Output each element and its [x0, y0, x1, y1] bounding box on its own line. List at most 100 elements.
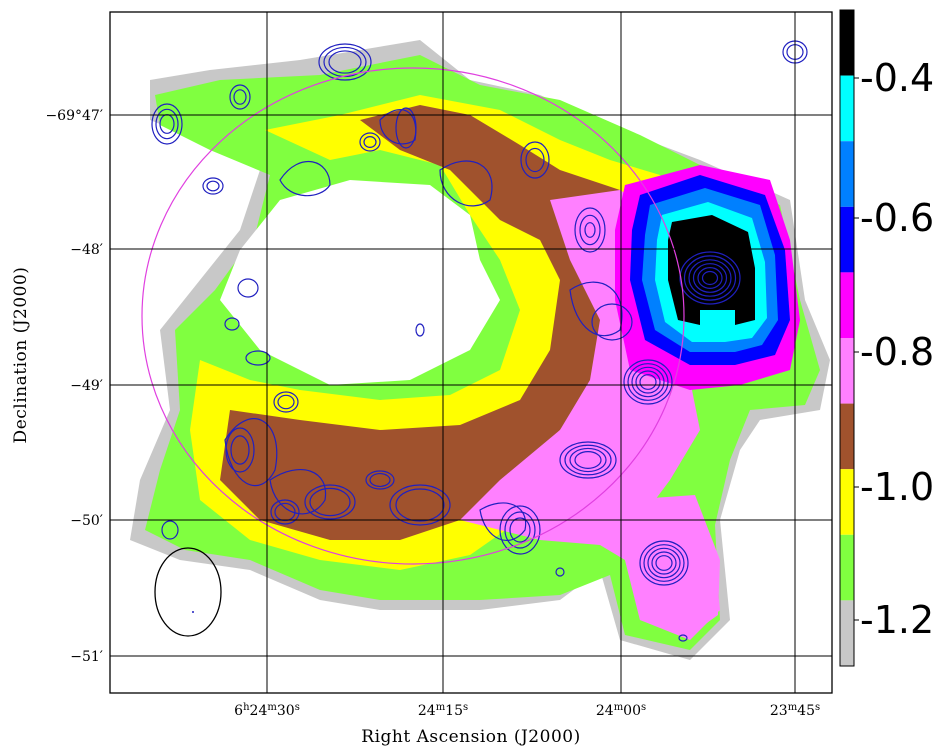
contour-ring	[635, 370, 661, 394]
contour-ring	[161, 520, 179, 540]
contour-ring	[245, 350, 271, 366]
colorbar-swatch	[840, 338, 854, 404]
contour-ring	[655, 555, 673, 571]
contour-ring	[525, 147, 545, 173]
contour-ring	[564, 444, 612, 476]
contour-ring	[369, 472, 391, 488]
contour-ring	[359, 132, 381, 152]
contour-ring	[692, 263, 728, 293]
colorbar-swatch	[840, 10, 854, 76]
colorbar	[839, 9, 855, 667]
contour-ring	[683, 255, 737, 301]
contour-ring	[579, 214, 601, 246]
declination-tick-labels: −69°47′ −48′ −49′ −50′ −51′	[45, 108, 103, 665]
contour-ring	[389, 484, 451, 526]
contour-ring	[499, 505, 541, 555]
right-ascension-tick-labels: 6h24m30s 24m15s 24m00s 23m45s	[234, 702, 820, 720]
contour-ring	[679, 251, 741, 305]
colorbar-label: -1.2	[860, 598, 934, 642]
contour-ring	[304, 484, 356, 520]
contour-ring	[651, 551, 677, 575]
contour-ring	[631, 366, 665, 398]
contour-ring	[224, 317, 240, 331]
contour-ring	[643, 544, 685, 582]
contour-ring	[363, 136, 377, 149]
contour-ring	[647, 547, 681, 579]
colorbar-label: -0.6	[860, 196, 934, 240]
contour-ring	[309, 487, 351, 517]
contour-ring	[555, 567, 565, 577]
contour-ring	[479, 502, 527, 541]
contour-ring	[395, 488, 445, 522]
contour-ring	[270, 499, 300, 525]
contour-ring	[202, 177, 224, 195]
contour-ring	[504, 511, 536, 549]
contour-ring	[584, 222, 596, 238]
colorbar-swatch	[840, 534, 854, 601]
contour-ring	[415, 323, 425, 337]
contour-ring	[237, 278, 259, 298]
contour-ring	[206, 180, 220, 192]
x-axis-title: Right Ascension (J2000)	[361, 727, 580, 747]
contour-ring	[224, 418, 278, 487]
contour-ring	[697, 267, 723, 290]
contour-ring	[569, 447, 607, 473]
colorbar-label: -0.8	[860, 330, 934, 374]
y-axis-title: Declination (J2000)	[11, 267, 31, 444]
contour-ring	[155, 108, 179, 140]
beam-dot	[192, 611, 194, 613]
contour-ring	[151, 103, 183, 145]
contour-ring	[323, 46, 367, 78]
colorbar-frame	[839, 9, 855, 667]
contour-ring	[639, 540, 689, 586]
contour-ring	[591, 303, 633, 341]
plot-frame	[109, 11, 833, 694]
colorbar-swatch	[840, 272, 854, 338]
colorbar-swatch	[840, 600, 854, 666]
contour-ring	[273, 391, 299, 413]
contour-ring	[230, 435, 250, 465]
dec-tick-label: −49′	[70, 378, 103, 394]
colorbar-label: -1.0	[860, 465, 934, 509]
contour-ring	[279, 161, 331, 197]
contour-ring	[509, 517, 531, 543]
colorbar-label: -0.4	[860, 56, 934, 100]
dec-tick-label: −48′	[70, 242, 103, 258]
colorbar-swatch	[840, 75, 854, 142]
contour-ring	[559, 441, 617, 479]
contour-ring	[678, 634, 688, 642]
dec-tick-label: −51′	[70, 649, 103, 665]
contour-ring	[269, 469, 327, 515]
ra-tick-label: 6h24m30s	[234, 702, 300, 720]
contour-ring	[365, 470, 395, 490]
contour-ring	[623, 359, 673, 405]
contour-ring	[688, 259, 732, 297]
dec-tick-label: −69°47′	[45, 108, 103, 124]
dec-tick-label: −50′	[70, 513, 103, 529]
contour-ring	[229, 84, 251, 110]
contour-ring	[574, 451, 602, 469]
ra-tick-label: 23m45s	[770, 702, 820, 720]
contour-ring	[274, 502, 296, 522]
contour-ring	[328, 50, 362, 74]
contour-ring	[574, 207, 606, 253]
colorbar-swatch	[840, 469, 854, 535]
contour-ring	[318, 43, 372, 81]
contour-ring	[379, 109, 417, 145]
colorbar-swatch	[840, 206, 854, 273]
contour-ring	[569, 281, 623, 337]
colorbar-labels: -0.4 -0.6 -0.8 -1.0 -1.2	[854, 56, 934, 642]
beam-ellipse	[154, 547, 222, 637]
coordinate-grid	[110, 12, 832, 693]
contour-ring	[701, 270, 719, 286]
contour-ring	[520, 141, 550, 179]
contour-ring	[233, 89, 247, 105]
ra-tick-label: 24m00s	[596, 702, 646, 720]
remnant-boundary-circle	[141, 67, 685, 565]
contour-ring	[627, 363, 669, 401]
contour-ring	[439, 160, 493, 207]
radio-contours	[151, 40, 808, 642]
contour-ring	[639, 374, 657, 390]
colorbar-swatch	[840, 403, 854, 470]
